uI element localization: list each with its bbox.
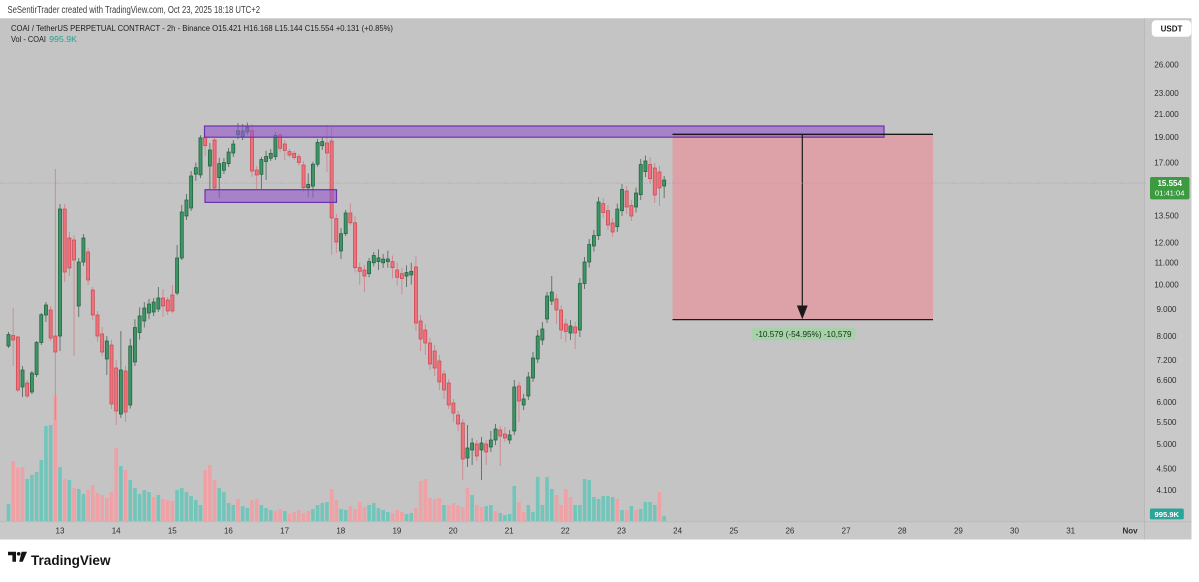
svg-text:28: 28 <box>898 526 907 535</box>
svg-text:17.000: 17.000 <box>1154 159 1179 168</box>
svg-text:16: 16 <box>224 526 233 535</box>
svg-text:23.000: 23.000 <box>1154 89 1179 98</box>
svg-text:COAI / TetherUS PERPETUAL CONT: COAI / TetherUS PERPETUAL CONTRACT - 2h … <box>11 24 393 33</box>
svg-text:6.600: 6.600 <box>1156 376 1177 385</box>
svg-text:25: 25 <box>729 526 738 535</box>
svg-text:19.000: 19.000 <box>1154 133 1179 142</box>
svg-text:SeSentirTrader created with Tr: SeSentirTrader created with TradingView.… <box>8 5 261 16</box>
svg-text:17: 17 <box>280 526 289 535</box>
svg-text:22: 22 <box>561 526 570 535</box>
svg-text:5.500: 5.500 <box>1156 418 1177 427</box>
svg-text:26: 26 <box>785 526 794 535</box>
svg-text:5.000: 5.000 <box>1156 440 1177 449</box>
svg-text:USDT: USDT <box>1161 25 1183 34</box>
svg-text:Vol - COAI: Vol - COAI <box>11 35 46 44</box>
svg-text:30: 30 <box>1010 526 1019 535</box>
svg-text:24: 24 <box>673 526 682 535</box>
svg-text:8.000: 8.000 <box>1156 332 1177 341</box>
svg-text:20: 20 <box>449 526 458 535</box>
svg-text:9.000: 9.000 <box>1156 305 1177 314</box>
svg-text:19: 19 <box>392 526 401 535</box>
svg-text:995.9K: 995.9K <box>49 35 77 44</box>
svg-text:01:41:04: 01:41:04 <box>1155 189 1185 198</box>
svg-text:4.100: 4.100 <box>1156 486 1177 495</box>
svg-text:14: 14 <box>112 526 121 535</box>
svg-text:6.000: 6.000 <box>1156 398 1177 407</box>
svg-text:15: 15 <box>168 526 177 535</box>
svg-text:11.000: 11.000 <box>1155 259 1179 268</box>
svg-text:995.9K: 995.9K <box>1155 510 1180 519</box>
svg-text:23: 23 <box>617 526 626 535</box>
svg-text:Nov: Nov <box>1122 526 1138 535</box>
svg-text:31: 31 <box>1066 526 1075 535</box>
svg-text:26.000: 26.000 <box>1154 61 1179 70</box>
svg-text:13: 13 <box>56 526 65 535</box>
svg-text:18: 18 <box>336 526 345 535</box>
svg-text:21: 21 <box>505 526 514 535</box>
svg-text:7.200: 7.200 <box>1156 356 1177 365</box>
svg-text:12.000: 12.000 <box>1154 239 1179 248</box>
svg-text:4.500: 4.500 <box>1156 464 1177 473</box>
svg-text:TradingView: TradingView <box>31 553 111 568</box>
svg-text:-10.579 (-54.95%) -10,579: -10.579 (-54.95%) -10,579 <box>756 330 853 339</box>
svg-text:27: 27 <box>842 526 851 535</box>
svg-text:15.554: 15.554 <box>1157 179 1182 188</box>
svg-text:21.000: 21.000 <box>1154 110 1179 119</box>
svg-text:13.500: 13.500 <box>1154 212 1179 221</box>
svg-text:29: 29 <box>954 526 963 535</box>
svg-text:10.000: 10.000 <box>1154 281 1179 290</box>
